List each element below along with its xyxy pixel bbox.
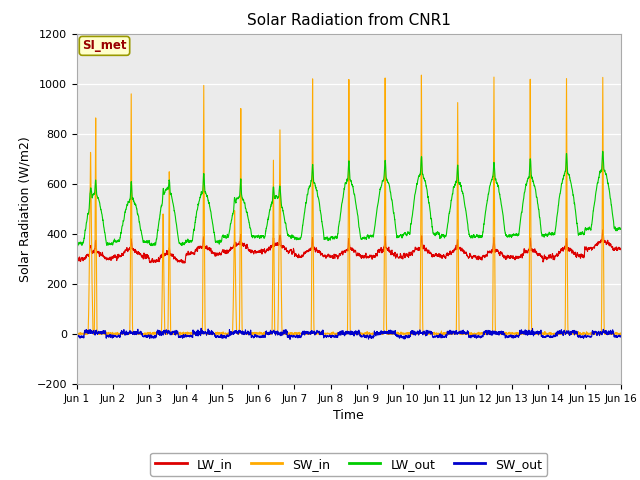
- LW_in: [617, 247, 625, 252]
- SW_in: [502, 331, 509, 337]
- Text: SI_met: SI_met: [82, 39, 127, 52]
- LW_out: [171, 209, 179, 215]
- SW_in: [471, 331, 479, 337]
- SW_out: [329, 333, 337, 338]
- LW_in: [180, 260, 188, 266]
- Legend: LW_in, SW_in, LW_out, SW_out: LW_in, SW_in, LW_out, SW_out: [150, 453, 547, 476]
- Y-axis label: Solar Radiation (W/m2): Solar Radiation (W/m2): [18, 136, 31, 282]
- SW_out: [171, 328, 179, 334]
- SW_out: [471, 334, 479, 340]
- LW_in: [616, 246, 624, 252]
- LW_in: [441, 255, 449, 261]
- SW_in: [171, 331, 179, 337]
- Line: SW_out: SW_out: [77, 328, 621, 339]
- LW_out: [441, 235, 449, 240]
- SW_out: [502, 333, 509, 338]
- SW_out: [286, 336, 294, 342]
- X-axis label: Time: Time: [333, 409, 364, 422]
- LW_out: [616, 227, 624, 232]
- LW_in: [471, 252, 479, 258]
- LW_in: [502, 255, 509, 261]
- SW_in: [441, 331, 449, 336]
- LW_in: [599, 227, 607, 233]
- SW_in: [73, 331, 81, 336]
- SW_in: [417, 72, 425, 78]
- LW_out: [329, 235, 337, 241]
- SW_out: [616, 334, 624, 339]
- SW_out: [73, 332, 81, 338]
- LW_out: [599, 148, 607, 154]
- LW_out: [471, 234, 479, 240]
- SW_in: [329, 330, 337, 336]
- Line: LW_in: LW_in: [77, 230, 621, 263]
- LW_in: [171, 255, 179, 261]
- LW_out: [502, 231, 509, 237]
- Line: LW_out: LW_out: [77, 151, 621, 246]
- LW_out: [74, 243, 81, 249]
- Line: SW_in: SW_in: [77, 75, 621, 334]
- SW_out: [617, 333, 625, 339]
- LW_out: [617, 226, 625, 231]
- LW_out: [73, 240, 81, 246]
- LW_in: [329, 254, 337, 260]
- Title: Solar Radiation from CNR1: Solar Radiation from CNR1: [247, 13, 451, 28]
- SW_in: [617, 331, 625, 337]
- SW_out: [441, 335, 449, 340]
- LW_in: [73, 255, 81, 261]
- SW_in: [616, 330, 624, 336]
- SW_out: [197, 325, 205, 331]
- SW_in: [73, 331, 81, 337]
